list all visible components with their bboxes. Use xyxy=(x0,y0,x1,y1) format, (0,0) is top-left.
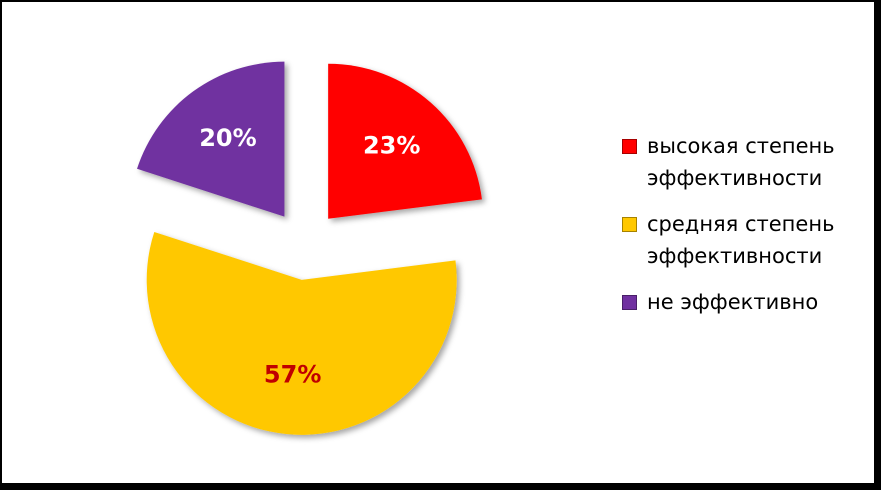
legend-label: не эффективно xyxy=(647,290,819,314)
legend-entry: не эффективно xyxy=(622,286,862,318)
legend: высокая степень эффективности средняя сте… xyxy=(622,130,862,332)
legend-swatch xyxy=(622,217,637,232)
chart-area xyxy=(2,2,874,483)
value-label: 57% xyxy=(264,361,321,389)
legend-swatch xyxy=(622,139,637,154)
legend-swatch xyxy=(622,295,637,310)
legend-entry: высокая степень эффективности xyxy=(622,130,862,194)
legend-entry: средняя степень эффективности xyxy=(622,208,862,272)
value-label: 23% xyxy=(363,132,420,160)
legend-label: средняя степень эффективности xyxy=(647,212,835,268)
pie-slice xyxy=(146,231,457,435)
pie-slice xyxy=(137,61,285,217)
value-label: 20% xyxy=(199,124,256,152)
legend-label: высокая степень эффективности xyxy=(647,134,835,190)
pie-slice xyxy=(328,63,482,219)
